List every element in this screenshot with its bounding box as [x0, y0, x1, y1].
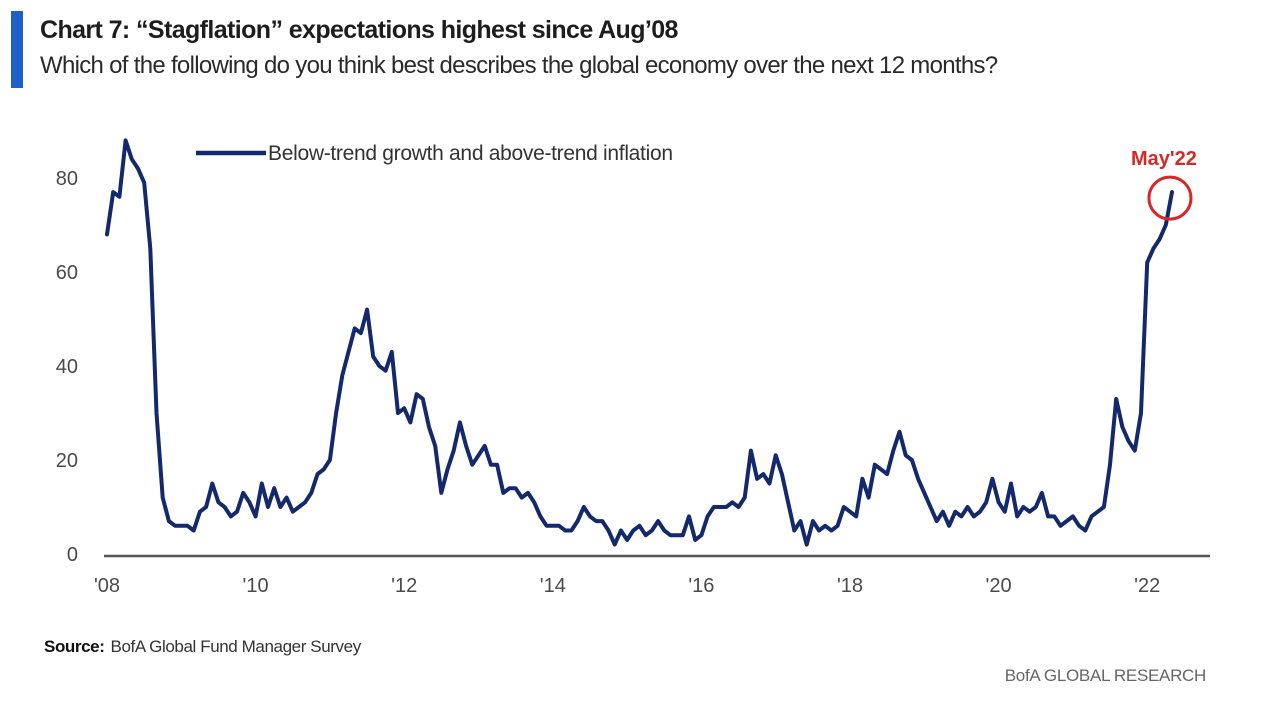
- x-axis: '08 '10 '12 '14 '16 '18 '20 '22: [94, 575, 1160, 597]
- series-line: [105, 138, 1174, 547]
- chart-subtitle: Which of the following do you think best…: [40, 52, 998, 79]
- legend-label: Below-trend growth and above-trend infla…: [268, 142, 673, 165]
- title-accent-bar: [11, 11, 23, 88]
- x-tick-label: '08: [94, 575, 120, 597]
- annotation: May'22: [1131, 148, 1197, 221]
- y-tick-label: 40: [56, 356, 78, 378]
- x-tick-label: '22: [1134, 575, 1160, 597]
- x-tick-label: '16: [688, 575, 714, 597]
- x-tick-label: '18: [837, 575, 863, 597]
- source-label: Source:: [44, 637, 105, 656]
- x-tick-label: '10: [243, 575, 269, 597]
- source-text: BofA Global Fund Manager Survey: [110, 637, 362, 656]
- x-tick-label: '20: [986, 575, 1012, 597]
- x-tick-label: '12: [391, 575, 417, 597]
- legend: Below-trend growth and above-trend infla…: [196, 142, 673, 165]
- y-axis: 0 20 40 60 80: [56, 168, 78, 566]
- annotation-circle-marker: [1147, 175, 1193, 221]
- annotation-label: May'22: [1131, 148, 1197, 170]
- chart-title: Chart 7: “Stagflation” expectations high…: [40, 16, 678, 44]
- source-note: Source: BofA Global Fund Manager Survey: [44, 637, 361, 657]
- y-tick-label: 0: [67, 544, 78, 566]
- x-tick-label: '14: [540, 575, 566, 597]
- y-tick-label: 60: [56, 262, 78, 284]
- credit-label: BofA GLOBAL RESEARCH: [1004, 666, 1207, 685]
- y-tick-label: 80: [56, 168, 78, 190]
- y-tick-label: 20: [56, 450, 78, 472]
